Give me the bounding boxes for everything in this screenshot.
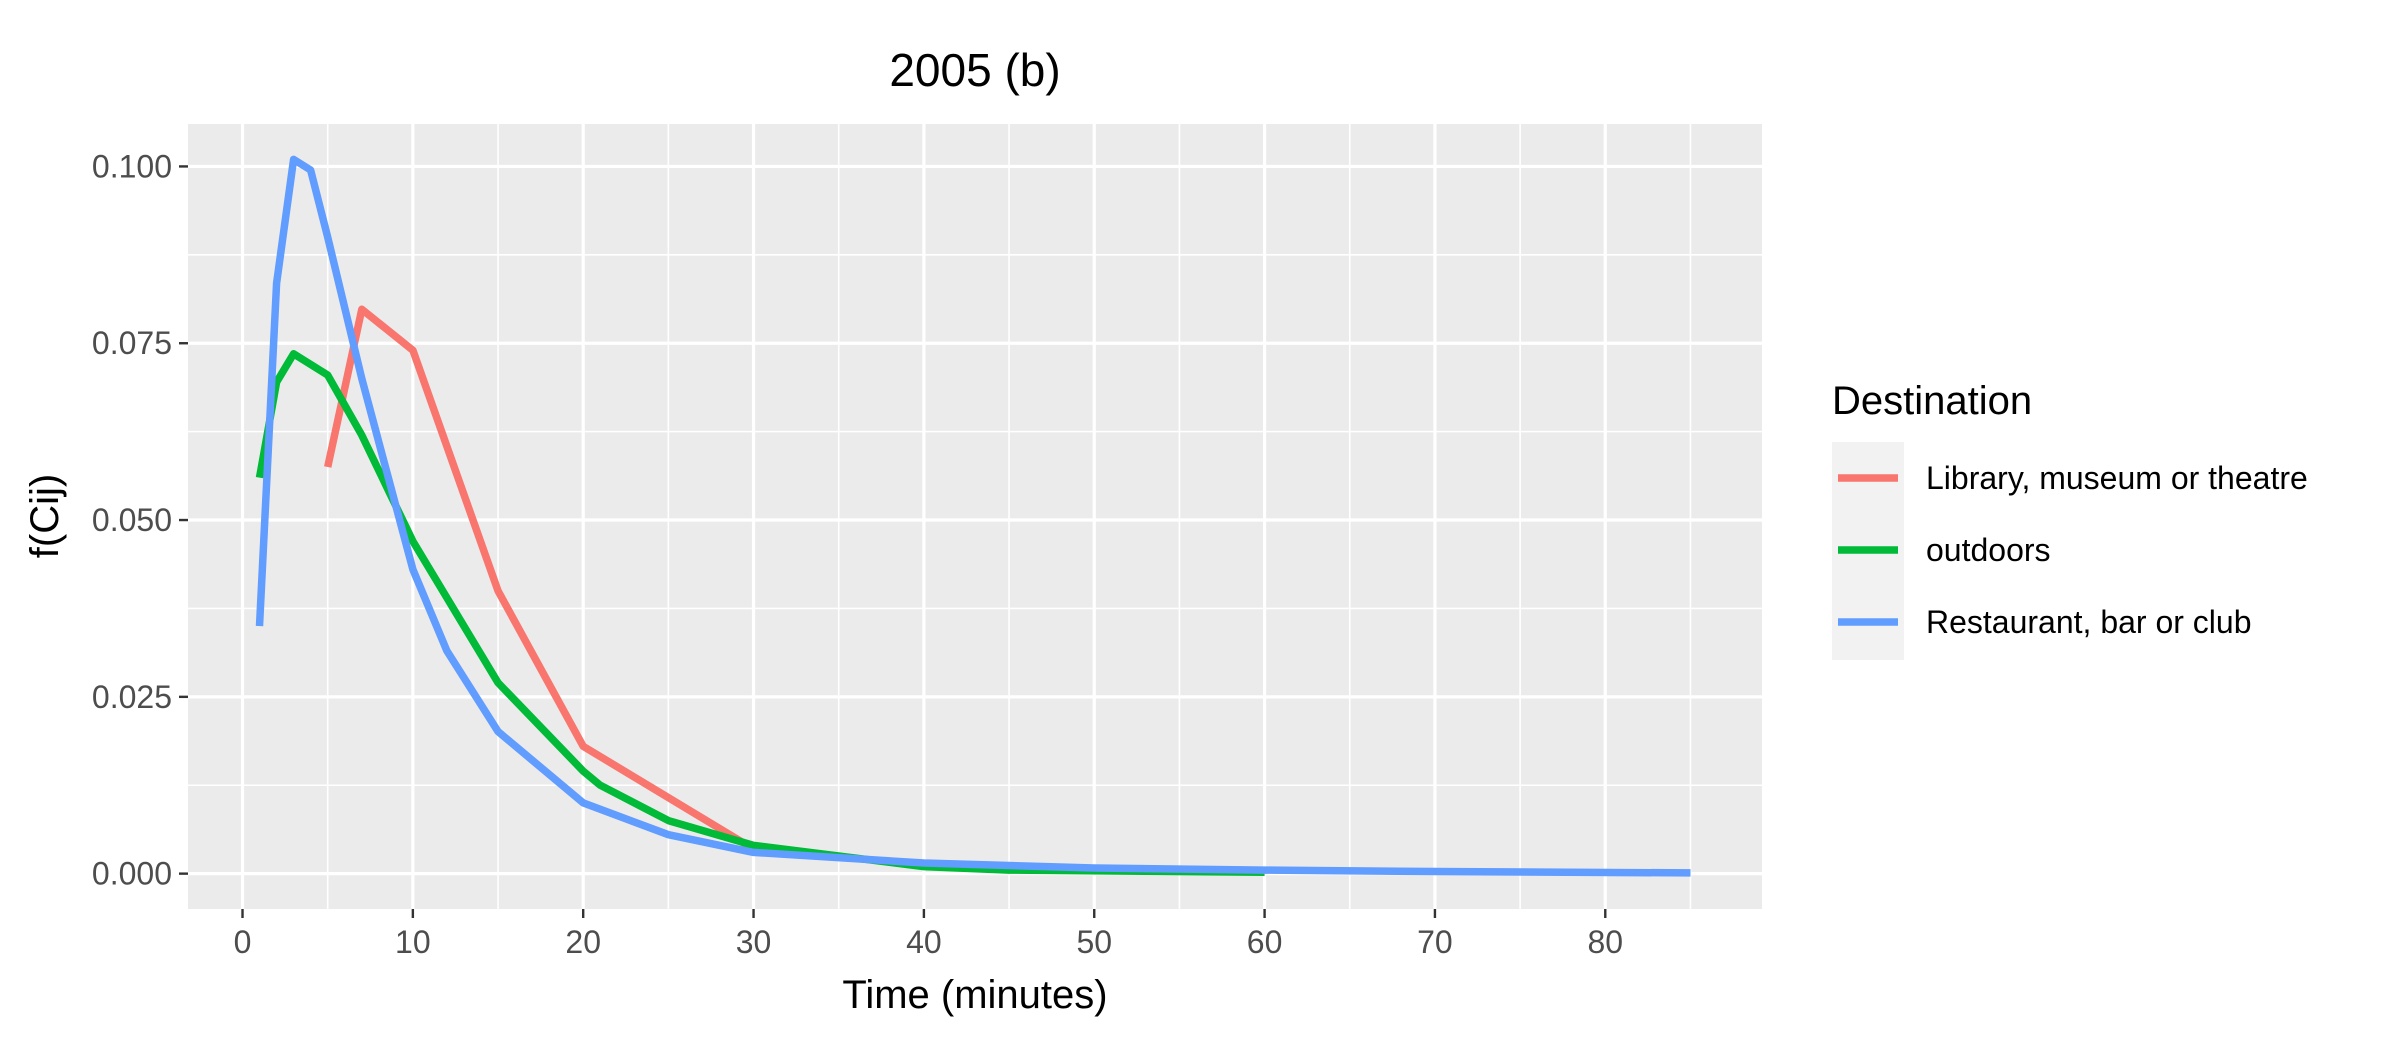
x-axis-label: Time (minutes) — [842, 973, 1107, 1017]
x-tick-label: 50 — [1076, 924, 1112, 960]
x-tick-label: 40 — [906, 924, 942, 960]
x-tick-label: 20 — [565, 924, 601, 960]
series-lines — [255, 155, 1691, 877]
x-tick-label: 0 — [234, 924, 252, 960]
x-tick-label: 80 — [1587, 924, 1623, 960]
plot-panel — [188, 124, 1762, 909]
legend-label-2: outdoors — [1926, 532, 2051, 568]
major-gridlines — [188, 124, 1762, 909]
y-axis-label: f(Cij) — [23, 474, 67, 558]
legend-title: Destination — [1832, 379, 2032, 423]
y-tick-label: 0.000 — [92, 856, 172, 892]
legend-label-1: Library, museum or theatre — [1926, 460, 2308, 496]
x-tick-label: 70 — [1417, 924, 1453, 960]
y-axis: 0.000 0.025 0.050 0.075 0.100 — [92, 148, 188, 892]
y-tick-label: 0.100 — [92, 148, 172, 184]
x-tick-label: 60 — [1247, 924, 1283, 960]
y-tick-label: 0.050 — [92, 502, 172, 538]
x-axis: 0 10 20 30 40 50 60 70 80 — [234, 909, 1623, 960]
y-tick-label: 0.075 — [92, 325, 172, 361]
legend-label-3: Restaurant, bar or club — [1926, 604, 2252, 640]
series-line-1 — [324, 305, 756, 853]
chart-title: 2005 (b) — [889, 44, 1060, 96]
x-tick-label: 30 — [736, 924, 772, 960]
x-tick-label: 10 — [395, 924, 431, 960]
series-line-3 — [255, 155, 1691, 877]
legend: Destination Library, museum or theatre ou… — [1832, 379, 2308, 660]
y-tick-label: 0.025 — [92, 679, 172, 715]
